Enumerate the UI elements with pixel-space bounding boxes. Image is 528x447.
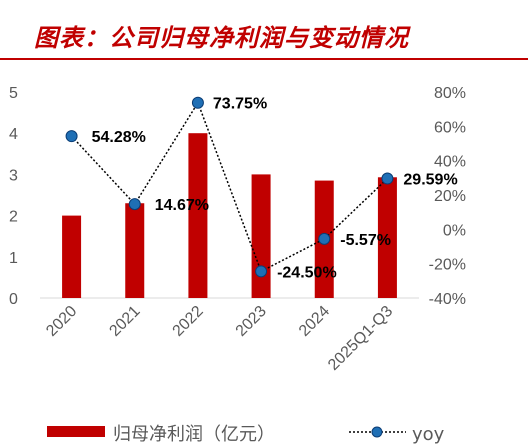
yoy-marker (65, 130, 78, 143)
right-axis-tick: 60% (434, 119, 466, 136)
left-axis-tick: 1 (9, 250, 18, 267)
right-axis-ticks: -40% -20% 0% 20% 40% 60% 80% (429, 85, 466, 308)
bar (377, 177, 397, 298)
yoy-line (71, 101, 388, 273)
chart-title: 图表：公司归母净利润与变动情况 (34, 23, 409, 52)
yoy-data-label: 14.67% (155, 197, 209, 214)
left-axis-ticks: 0 1 2 3 4 5 (9, 85, 18, 308)
yoy-data-label: 29.59% (403, 172, 457, 189)
x-axis-tick: 2023 (233, 303, 270, 340)
x-axis-tick: 2025Q1-Q3 (325, 303, 396, 374)
left-axis-tick: 5 (9, 85, 18, 102)
yoy-data-label: -5.57% (340, 232, 391, 249)
left-axis-tick: 0 (9, 291, 18, 308)
header-divider (0, 58, 528, 60)
x-axis-tick: 2022 (170, 303, 207, 340)
right-axis-tick: 40% (434, 154, 466, 171)
yoy-marker (191, 96, 204, 109)
bar-series (62, 133, 397, 298)
bar (125, 203, 145, 298)
legend-line-marker (371, 426, 383, 438)
bar (188, 133, 208, 298)
bar (62, 215, 82, 298)
x-axis-tick: 2021 (106, 303, 143, 340)
left-axis-tick: 2 (9, 209, 18, 226)
legend-line-label: yoy (412, 424, 445, 445)
yoy-marker (128, 198, 141, 211)
right-axis-tick: 20% (434, 188, 466, 205)
bar (251, 174, 271, 298)
x-axis-tick: 2020 (43, 303, 80, 340)
legend-bar-swatch (47, 426, 105, 437)
yoy-data-label: 73.75% (213, 96, 267, 113)
x-axis-tick: 2024 (296, 303, 333, 340)
legend-bar-label: 归母净利润（亿元） (113, 424, 275, 445)
left-axis-tick: 3 (9, 167, 18, 184)
yoy-marker (318, 232, 331, 245)
right-axis-tick: 0% (443, 222, 466, 239)
yoy-series: 54.28% 14.67% 73.75% -24.50%-5.57% 29.59% (65, 96, 458, 281)
yoy-data-label: -24.50% (277, 264, 337, 281)
right-axis-tick: -40% (429, 291, 466, 308)
chart-header: 图表：公司归母净利润与变动情况 (0, 0, 528, 64)
right-axis-tick: -20% (429, 257, 466, 274)
yoy-marker (255, 265, 268, 278)
legend: 归母净利润（亿元） yoy (47, 424, 445, 445)
left-axis-tick: 4 (9, 126, 18, 143)
right-axis-tick: 80% (434, 85, 466, 102)
yoy-marker (381, 172, 394, 185)
yoy-data-label: 54.28% (92, 129, 146, 146)
